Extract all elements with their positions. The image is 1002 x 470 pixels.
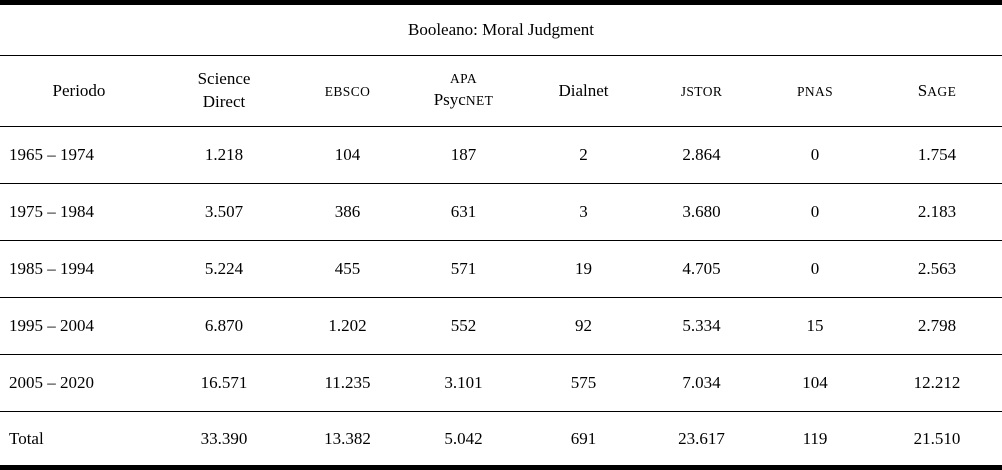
col-header-jstor-label: JSTOR (680, 84, 723, 100)
value-cell: 6.870 (158, 297, 290, 355)
col-header-dialnet: Dialnet (522, 55, 645, 127)
table-row: 1995 – 2004 6.870 1.202 552 92 5.334 15 … (0, 297, 1002, 355)
value-cell: 187 (405, 126, 522, 184)
value-cell: 4.705 (645, 240, 758, 298)
col-header-pnas: PNAS (758, 55, 872, 127)
total-value-cell: 33.390 (200, 428, 248, 448)
col-header-ebsco: EBSCO (290, 55, 405, 127)
total-value-cell: 691 (570, 428, 597, 448)
value-cell: 5.334 (645, 297, 758, 355)
results-table: Booleano: Moral Judgment Periodo Science… (0, 5, 1002, 465)
table-title: Booleano: Moral Judgment (0, 5, 1002, 56)
value-cell: 1.754 (872, 126, 1002, 184)
table-row: 1965 – 1974 1.218 104 187 2 2.864 0 1.75… (0, 126, 1002, 184)
value-cell: 16.571 (158, 354, 290, 412)
table-row: 1985 – 1994 5.224 455 571 19 4.705 0 2.5… (0, 240, 1002, 298)
value-cell: 2 (522, 126, 645, 184)
value-cell: 11.235 (290, 354, 405, 412)
total-value-cell: 119 (802, 428, 828, 448)
value-cell: 575 (522, 354, 645, 412)
col-header-jstor: JSTOR (645, 55, 758, 127)
col-header-science-line2: Direct (202, 92, 246, 111)
col-header-ebsco-label: EBSCO (324, 84, 371, 100)
value-cell: 3.101 (405, 354, 522, 412)
value-cell: 3.680 (645, 183, 758, 241)
col-header-sage: SAGE (872, 55, 1002, 127)
period-cell: 1975 – 1984 (0, 183, 158, 241)
value-cell: 15 (758, 297, 872, 355)
total-label-cell: Total (9, 428, 44, 448)
col-header-net: NET (465, 92, 494, 108)
col-header-periodo: Periodo (0, 55, 158, 127)
value-cell: 104 (290, 126, 405, 184)
value-cell: 2.563 (872, 240, 1002, 298)
total-value-cell: 5.042 (444, 428, 483, 448)
col-header-sage-rest: AGE (927, 84, 957, 100)
value-cell: 1.202 (290, 297, 405, 355)
table-row: 1975 – 1984 3.507 386 631 3 3.680 0 2.18… (0, 183, 1002, 241)
period-cell: 2005 – 2020 (0, 354, 158, 412)
value-cell: 571 (405, 240, 522, 298)
total-value-cell: 13.382 (324, 428, 371, 448)
value-cell: 92 (522, 297, 645, 355)
value-cell: 386 (290, 183, 405, 241)
total-value-cell: 21.510 (913, 428, 961, 448)
col-header-periodo-label: Periodo (52, 81, 106, 101)
period-cell: 1985 – 1994 (0, 240, 158, 298)
value-cell: 0 (758, 240, 872, 298)
value-cell: 0 (758, 126, 872, 184)
value-cell: 7.034 (645, 354, 758, 412)
value-cell: 1.218 (158, 126, 290, 184)
value-cell: 552 (405, 297, 522, 355)
value-cell: 5.224 (158, 240, 290, 298)
table-total-row: Total 33.390 13.382 5.042 691 23.617 119… (0, 412, 1002, 466)
value-cell: 455 (290, 240, 405, 298)
col-header-apa-line1: APA (450, 71, 477, 87)
table-header-row: Periodo Science Direct EBSCO APA PsycNET (0, 55, 1002, 127)
col-header-science-direct: Science Direct (158, 55, 290, 127)
col-header-psyc: Psyc (433, 89, 466, 109)
period-cell: 1995 – 2004 (0, 297, 158, 355)
period-cell: 1965 – 1974 (0, 126, 158, 184)
col-header-science-line1: Science (197, 69, 251, 89)
col-header-apa-psycnet: APA PsycNET (405, 55, 522, 127)
col-header-apa-line2: PsycNET (405, 89, 522, 112)
value-cell: 2.183 (872, 183, 1002, 241)
value-cell: 0 (758, 183, 872, 241)
value-cell: 3 (522, 183, 645, 241)
col-header-pnas-label: PNAS (796, 84, 834, 100)
table-row: 2005 – 2020 16.571 11.235 3.101 575 7.03… (0, 354, 1002, 412)
value-cell: 104 (758, 354, 872, 412)
total-value-cell: 23.617 (678, 428, 725, 448)
value-cell: 631 (405, 183, 522, 241)
value-cell: 19 (522, 240, 645, 298)
table-title-row: Booleano: Moral Judgment (0, 5, 1002, 56)
value-cell: 2.798 (872, 297, 1002, 355)
value-cell: 12.212 (872, 354, 1002, 412)
col-header-dialnet-label: Dialnet (558, 81, 609, 101)
value-cell: 2.864 (645, 126, 758, 184)
col-header-sage-lead: S (917, 81, 928, 101)
value-cell: 3.507 (158, 183, 290, 241)
